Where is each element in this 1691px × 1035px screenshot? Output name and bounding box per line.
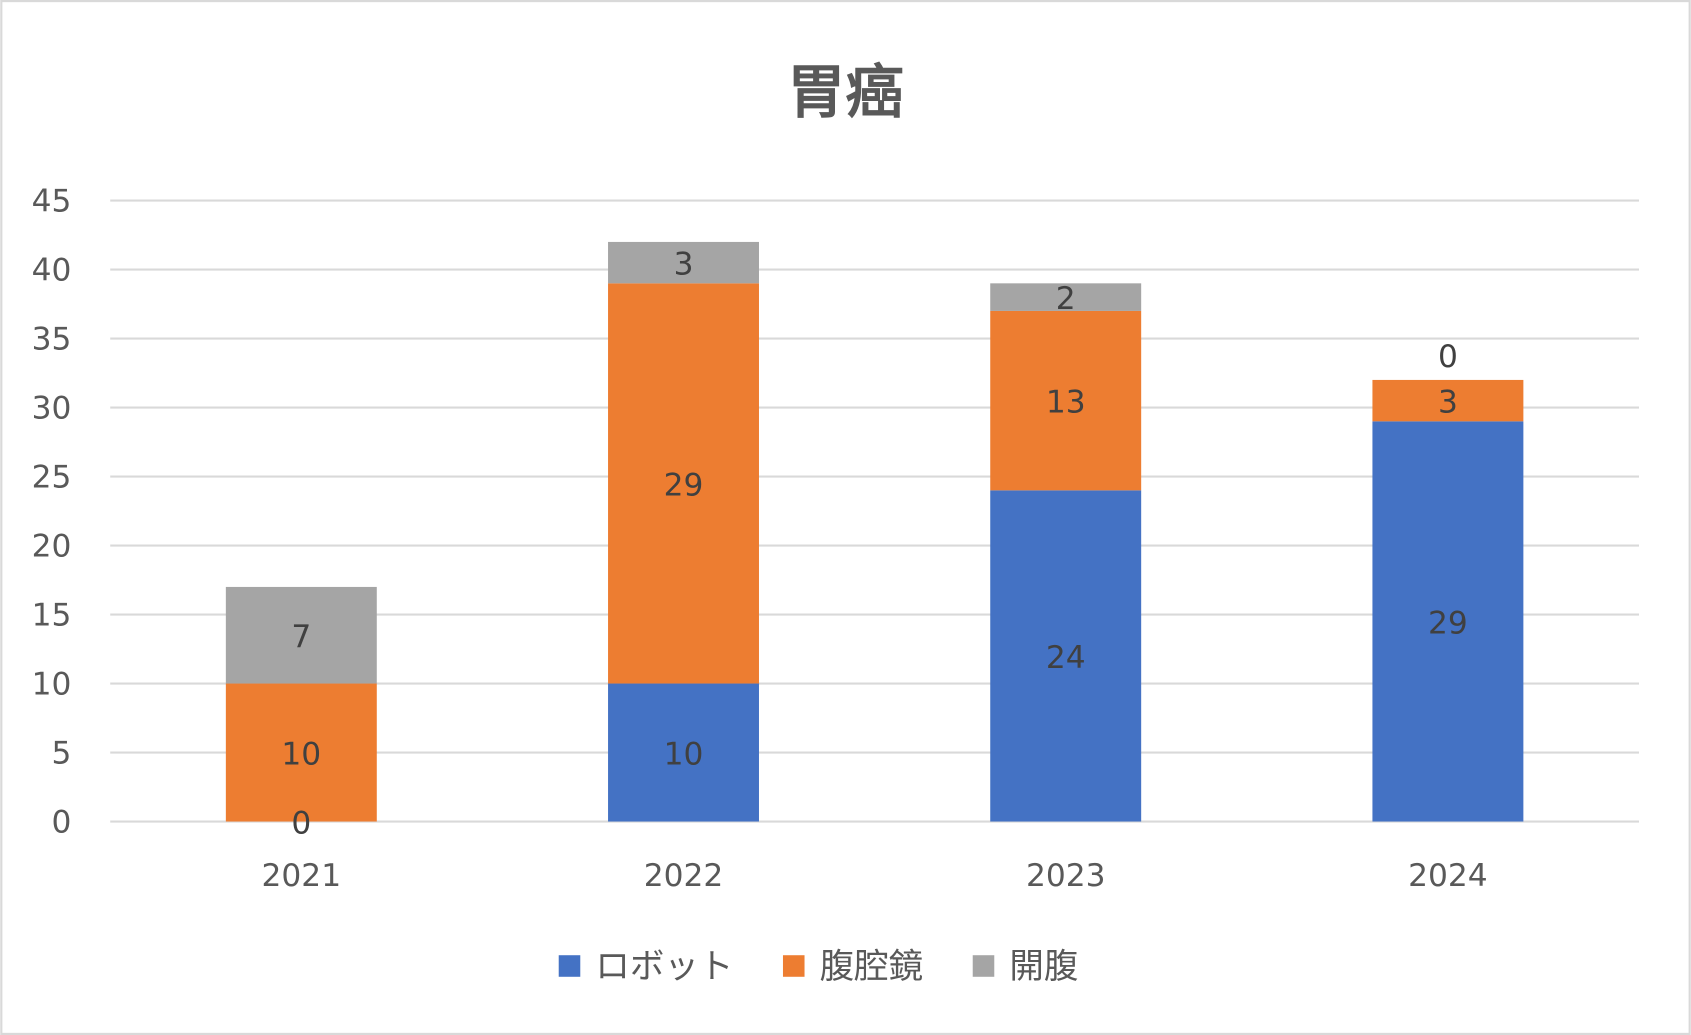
data-label: 10	[664, 736, 704, 772]
y-tick-label: 0	[52, 804, 72, 840]
data-label: 24	[1046, 640, 1086, 676]
y-tick-label: 45	[32, 183, 72, 219]
legend-swatch	[558, 955, 581, 977]
x-tick-label: 2021	[262, 858, 342, 894]
y-tick-label: 15	[32, 597, 72, 633]
x-tick-label: 2022	[644, 858, 724, 894]
chart-title: 胃癌	[787, 58, 903, 126]
y-tick-label: 10	[32, 666, 72, 702]
data-label: 3	[674, 246, 694, 282]
x-tick-label: 2023	[1026, 858, 1106, 894]
y-tick-label: 30	[32, 390, 72, 426]
data-label: 10	[281, 736, 321, 772]
y-tick-label: 25	[32, 459, 72, 495]
data-label: 29	[664, 467, 704, 503]
data-label: 29	[1428, 605, 1468, 641]
y-tick-label: 5	[52, 735, 72, 771]
y-tick-label: 40	[32, 252, 72, 288]
legend-label: 開腹	[1009, 947, 1078, 987]
data-label: 7	[291, 619, 311, 655]
data-label: 0	[291, 805, 311, 841]
y-tick-label: 35	[32, 321, 72, 357]
bar-segment	[990, 283, 1142, 311]
legend-swatch	[972, 955, 995, 977]
bar-segment	[225, 683, 377, 822]
x-tick-label: 2024	[1408, 858, 1488, 894]
bar-segment	[1372, 421, 1524, 822]
legend-swatch	[782, 955, 805, 977]
bar-segment	[608, 283, 759, 684]
legend-label: 腹腔鏡	[820, 947, 924, 987]
bar-segment	[990, 310, 1142, 491]
data-label: 0	[1438, 339, 1458, 375]
data-label: 13	[1046, 384, 1086, 420]
bar-segment	[225, 586, 377, 684]
data-label: 2	[1056, 281, 1076, 317]
bar-segment	[990, 490, 1142, 822]
bar-segment	[608, 241, 759, 284]
data-label: 3	[1438, 384, 1458, 420]
bar-segment	[608, 683, 759, 822]
bar-segment	[1372, 379, 1524, 422]
legend-label: ロボット	[595, 947, 733, 987]
y-tick-label: 20	[32, 528, 72, 564]
